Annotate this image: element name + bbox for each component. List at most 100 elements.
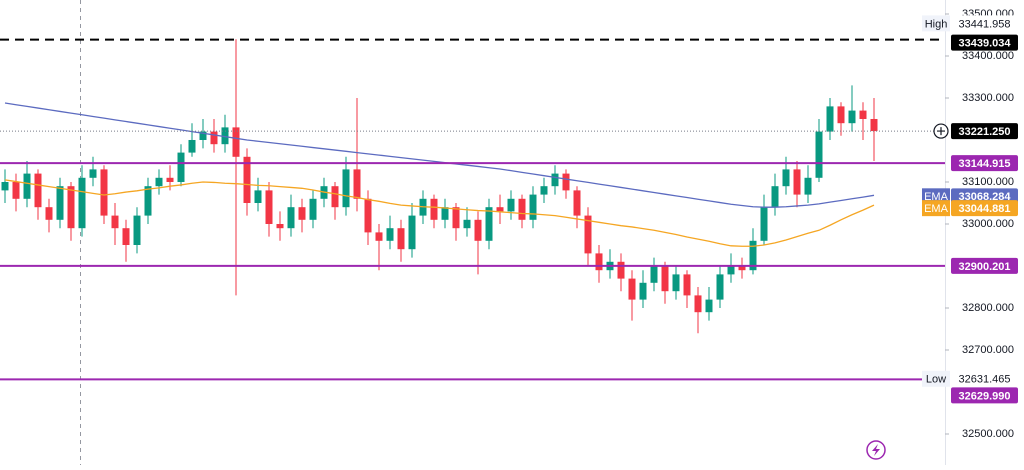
candle-body: [617, 261, 625, 279]
level-label: 33144.915: [959, 158, 1011, 170]
y-tick-label: 33000.000: [962, 218, 1014, 230]
candle-body: [375, 232, 383, 241]
candle-body: [56, 186, 64, 220]
y-tick-label: 33400.000: [962, 50, 1014, 62]
candle-body: [23, 173, 31, 199]
candle-body: [397, 228, 405, 250]
candle-body: [507, 198, 515, 212]
candle-body: [441, 207, 449, 220]
candle-body: [683, 274, 691, 296]
candle-body: [254, 190, 262, 203]
y-tick-label: 33300.000: [962, 92, 1014, 104]
candle-body: [573, 190, 581, 216]
candle-body: [210, 131, 218, 145]
marker-value-bg: [951, 15, 1018, 32]
candle-body: [276, 223, 284, 229]
level-label-bg: [951, 257, 1018, 274]
candle-body: [716, 274, 724, 300]
level-label: 33439.034: [959, 37, 1012, 49]
icon-bolt[interactable]: [872, 444, 880, 456]
candle-body: [111, 215, 119, 229]
candle-body: [760, 207, 768, 241]
candle-body: [804, 177, 812, 195]
candle-body: [144, 186, 152, 216]
icon-ring[interactable]: [866, 440, 886, 460]
candle-body: [232, 127, 240, 157]
marker-value-bg: [951, 370, 1018, 387]
ema-line: [4, 102, 875, 208]
candle-body: [89, 169, 97, 178]
candle-body: [474, 219, 482, 241]
candle-body: [793, 169, 801, 195]
level-label: 33221.250: [959, 126, 1011, 138]
candle-body: [584, 215, 592, 254]
candle-body: [859, 110, 867, 119]
candle-body: [122, 228, 130, 245]
ema-value: 33044.881: [959, 203, 1011, 215]
candle-body: [639, 282, 647, 300]
marker-value: 33441.958: [959, 18, 1011, 30]
candle-body: [529, 194, 537, 220]
candle-body: [837, 106, 845, 124]
candle-body: [485, 207, 493, 241]
marker-tag: Low: [926, 374, 946, 386]
candle-body: [45, 207, 53, 220]
marker-tag-bg: [922, 370, 950, 387]
candle-body: [826, 106, 834, 132]
candle-body: [848, 110, 856, 124]
candle-body: [386, 228, 394, 241]
level-label-bg: [951, 387, 1018, 404]
candle-body: [287, 207, 295, 229]
candle-body: [309, 198, 317, 220]
level-label-bg: [951, 34, 1018, 51]
candle-body: [331, 186, 339, 208]
level-label-bg: [951, 123, 1018, 140]
candle-body: [12, 181, 20, 199]
candle-body: [353, 169, 361, 199]
marker-value: 32631.465: [959, 374, 1011, 386]
candle-body: [496, 207, 504, 212]
candle-body: [364, 198, 372, 233]
candle-body: [672, 274, 680, 292]
candle-body: [34, 173, 42, 208]
candle-body: [166, 177, 174, 182]
level-label: 32900.201: [959, 261, 1011, 273]
y-tick-label: 33100.000: [962, 176, 1014, 188]
level-label-bg: [951, 155, 1018, 172]
candle-body: [298, 207, 306, 220]
candle-body: [727, 265, 735, 275]
ema-value-bg: [951, 200, 1018, 217]
candle-body: [870, 118, 878, 132]
candle-body: [595, 253, 603, 271]
candle-body: [430, 198, 438, 220]
candle-body: [243, 156, 251, 203]
candle-body: [78, 177, 86, 229]
ema-tag: EMA: [924, 203, 949, 215]
marker-tag: High: [925, 18, 948, 30]
candle-body: [782, 169, 790, 187]
candle-body: [100, 169, 108, 216]
candle-body: [551, 173, 559, 187]
candles: [1, 39, 878, 334]
lightning-icon[interactable]: [866, 440, 886, 460]
candle-body: [518, 198, 526, 220]
candle-body: [221, 127, 229, 145]
candle-body: [452, 207, 460, 229]
crosshair-plus[interactable]: [937, 127, 945, 136]
candle-body: [177, 152, 185, 182]
y-tick-label: 32500.000: [962, 428, 1014, 440]
candle-body: [628, 278, 636, 300]
candle-body: [650, 265, 658, 283]
candle-body: [562, 173, 570, 191]
candle-body: [408, 215, 416, 250]
candle-body: [133, 215, 141, 245]
candle-body: [815, 131, 823, 178]
ema-tag-bg: [922, 200, 950, 217]
candle-body: [155, 177, 163, 187]
candle-body: [342, 169, 350, 208]
y-tick-label: 32700.000: [962, 344, 1014, 356]
candle-body: [705, 299, 713, 313]
